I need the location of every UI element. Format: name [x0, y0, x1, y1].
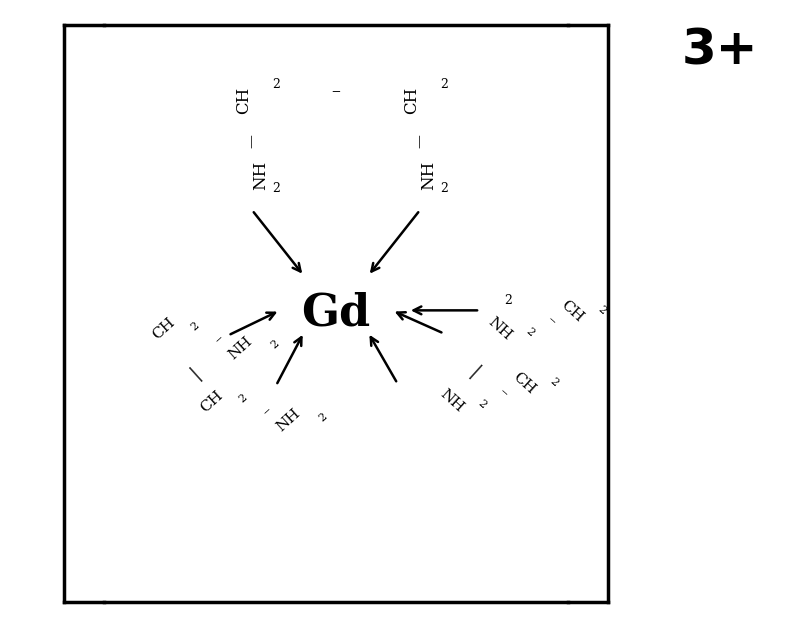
Text: NH: NH	[420, 161, 437, 190]
Text: 2: 2	[440, 78, 448, 91]
Text: 2: 2	[272, 182, 280, 194]
Text: 2: 2	[269, 339, 280, 351]
Text: 2: 2	[272, 78, 280, 91]
Text: 2: 2	[504, 295, 512, 307]
Text: 2: 2	[440, 182, 448, 194]
Text: NH: NH	[252, 161, 269, 190]
Text: 2: 2	[549, 376, 560, 389]
Text: CH: CH	[403, 87, 420, 114]
Text: 2: 2	[237, 392, 248, 404]
Text: CH: CH	[198, 387, 226, 415]
Text: CH: CH	[150, 315, 178, 343]
Text: NH: NH	[274, 406, 302, 434]
Text: NH: NH	[226, 334, 254, 362]
Text: –: –	[331, 82, 341, 100]
Text: CH: CH	[558, 298, 586, 325]
Text: NH: NH	[486, 315, 514, 343]
Text: –: –	[545, 312, 559, 327]
Text: 3+: 3+	[682, 26, 758, 74]
Text: –: –	[259, 403, 274, 418]
Text: —: —	[245, 134, 259, 148]
Text: Gd: Gd	[302, 292, 370, 335]
Text: 2: 2	[525, 326, 536, 339]
Text: CH: CH	[510, 370, 538, 398]
Text: –: –	[497, 384, 511, 399]
Text: —: —	[413, 134, 427, 148]
Text: 2: 2	[477, 398, 488, 411]
Text: NH: NH	[438, 387, 466, 415]
Text: |: |	[187, 364, 205, 382]
Text: 2: 2	[317, 411, 328, 423]
Text: 2: 2	[189, 320, 200, 332]
Text: 2: 2	[597, 304, 608, 317]
Text: |: |	[466, 364, 483, 382]
Text: CH: CH	[235, 87, 252, 114]
Text: –: –	[211, 331, 226, 346]
